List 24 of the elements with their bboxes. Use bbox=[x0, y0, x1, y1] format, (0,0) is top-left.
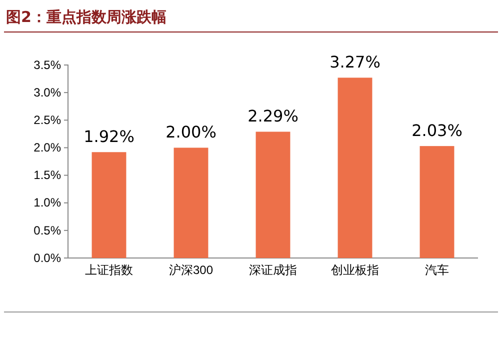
bar bbox=[338, 78, 372, 258]
data-label: 2.00% bbox=[166, 122, 216, 142]
x-tick-label: 上证指数 bbox=[85, 263, 133, 278]
y-tick-label: 0.5% bbox=[34, 223, 62, 238]
data-label: 2.29% bbox=[248, 106, 298, 126]
x-tick-label: 汽车 bbox=[425, 263, 449, 278]
bar bbox=[174, 148, 208, 258]
x-tick-label: 创业板指 bbox=[331, 263, 379, 278]
chart-title: 图2：重点指数周涨跌幅 bbox=[6, 8, 166, 26]
bar bbox=[256, 132, 290, 258]
y-tick-label: 3.5% bbox=[34, 58, 62, 72]
y-tick-label: 2.5% bbox=[34, 112, 62, 127]
y-tick-label: 0.0% bbox=[34, 250, 62, 265]
data-label: 3.27% bbox=[330, 52, 380, 72]
x-tick-label: 沪深300 bbox=[168, 263, 214, 278]
y-tick-label: 3.0% bbox=[34, 85, 62, 100]
bar bbox=[420, 146, 454, 258]
data-label: 2.03% bbox=[412, 121, 462, 140]
bar bbox=[92, 152, 126, 258]
y-tick-label: 2.0% bbox=[34, 140, 62, 155]
x-tick-label: 深证成指 bbox=[249, 263, 297, 278]
y-tick-label: 1.5% bbox=[34, 168, 62, 182]
y-tick-label: 1.0% bbox=[34, 196, 62, 210]
data-label: 1.92% bbox=[84, 127, 134, 146]
